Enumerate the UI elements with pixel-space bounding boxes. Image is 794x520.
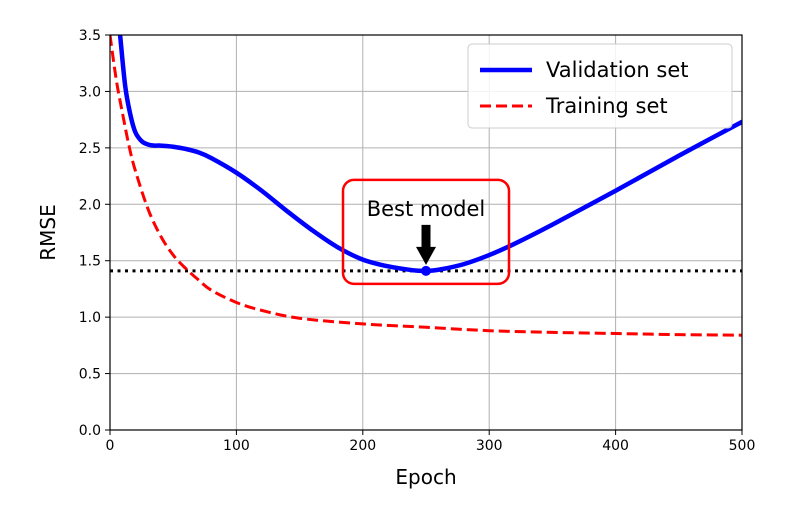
y-tick-label: 3.0 [79,84,101,100]
best-model-highlight-box [341,178,511,286]
plot-frame [109,34,743,431]
legend-box [467,43,733,129]
training-set-line [110,35,742,337]
x-tick-label: 100 [223,438,250,454]
x-tick-label: 0 [106,438,115,454]
x-tick-label: 400 [602,438,629,454]
y-tick-label: 2.5 [79,141,101,157]
legend: Validation set Training set [467,43,733,129]
y-axis-label: RMSE [36,204,60,260]
x-tick-label: 200 [349,438,376,454]
y-tick-label: 0.0 [79,423,101,439]
y-tick-label: 1.5 [79,254,101,270]
x-axis-label: Epoch [395,465,456,489]
validation-set-line [117,35,742,274]
series-layer [110,35,742,337]
legend-entry-label: Training set [545,94,668,118]
legend-entry-label: Validation set [546,58,688,82]
annotation-layer: Best model [341,178,511,286]
best-model-label: Best model [367,197,486,221]
y-tick-label: 3.5 [79,28,101,44]
best-model-point [421,265,431,276]
y-tick-label: 1.0 [79,310,101,326]
tick-layer: 0 100 200 300 400 500 0.0 0.5 1.0 1.5 2.0 2.5 3.0 3.5 [79,28,756,454]
x-tick-label: 500 [729,438,756,454]
best-model-arrow [416,224,436,265]
y-tick-label: 2.0 [79,197,101,213]
y-tick-label: 0.5 [79,367,101,383]
x-tick-label: 300 [476,438,503,454]
